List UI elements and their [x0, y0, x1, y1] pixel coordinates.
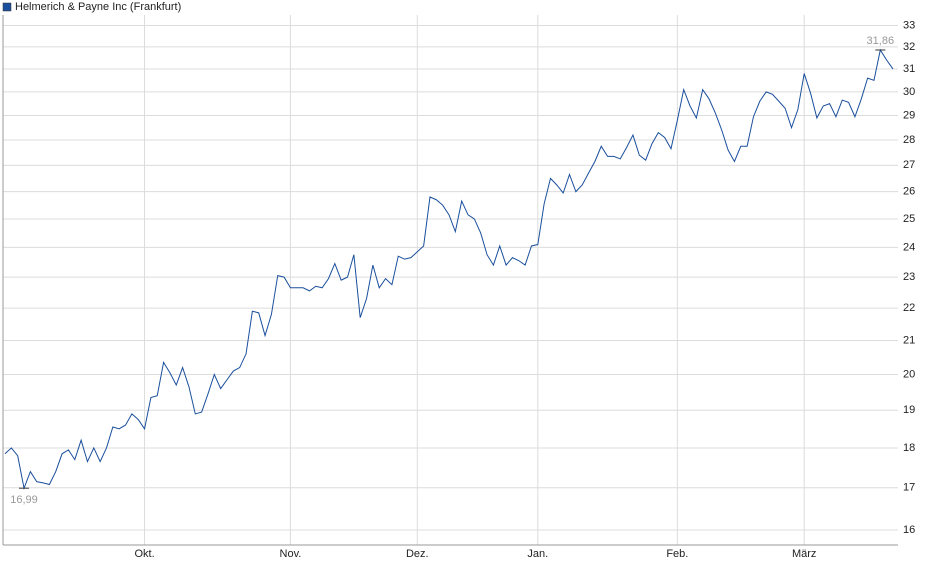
y-tick-label: 33 [903, 19, 915, 31]
legend-label: Helmerich & Payne Inc (Frankfurt) [15, 1, 181, 13]
price-line [4, 48, 894, 491]
x-tick-label: Dez. [406, 548, 429, 560]
y-tick-label: 31 [903, 63, 915, 75]
y-tick-label: 23 [903, 271, 915, 283]
min-label: 16,99 [10, 494, 38, 506]
legend-swatch [2, 2, 12, 12]
x-tick-label: März [792, 548, 816, 560]
y-tick-label: 24 [903, 241, 915, 253]
y-tick-label: 32 [903, 41, 915, 53]
max-label: 31,86 [867, 35, 895, 47]
y-tick-label: 30 [903, 86, 915, 98]
y-tick-label: 27 [903, 159, 915, 171]
y-tick-label: 29 [903, 109, 915, 121]
x-tick-label: Nov. [280, 548, 302, 560]
y-tick-label: 20 [903, 368, 915, 380]
y-tick-label: 19 [903, 404, 915, 416]
y-tick-label: 16 [903, 524, 915, 536]
y-tick-label: 25 [903, 213, 915, 225]
y-tick-label: 22 [903, 302, 915, 314]
x-tick-label: Jan. [527, 548, 548, 560]
y-tick-label: 26 [903, 186, 915, 198]
x-tick-label: Feb. [666, 548, 688, 560]
y-tick-label: 18 [903, 442, 915, 454]
y-tick-label: 28 [903, 134, 915, 146]
y-tick-label: 17 [903, 482, 915, 494]
y-tick-label: 21 [903, 334, 915, 346]
x-tick-label: Okt. [134, 548, 154, 560]
